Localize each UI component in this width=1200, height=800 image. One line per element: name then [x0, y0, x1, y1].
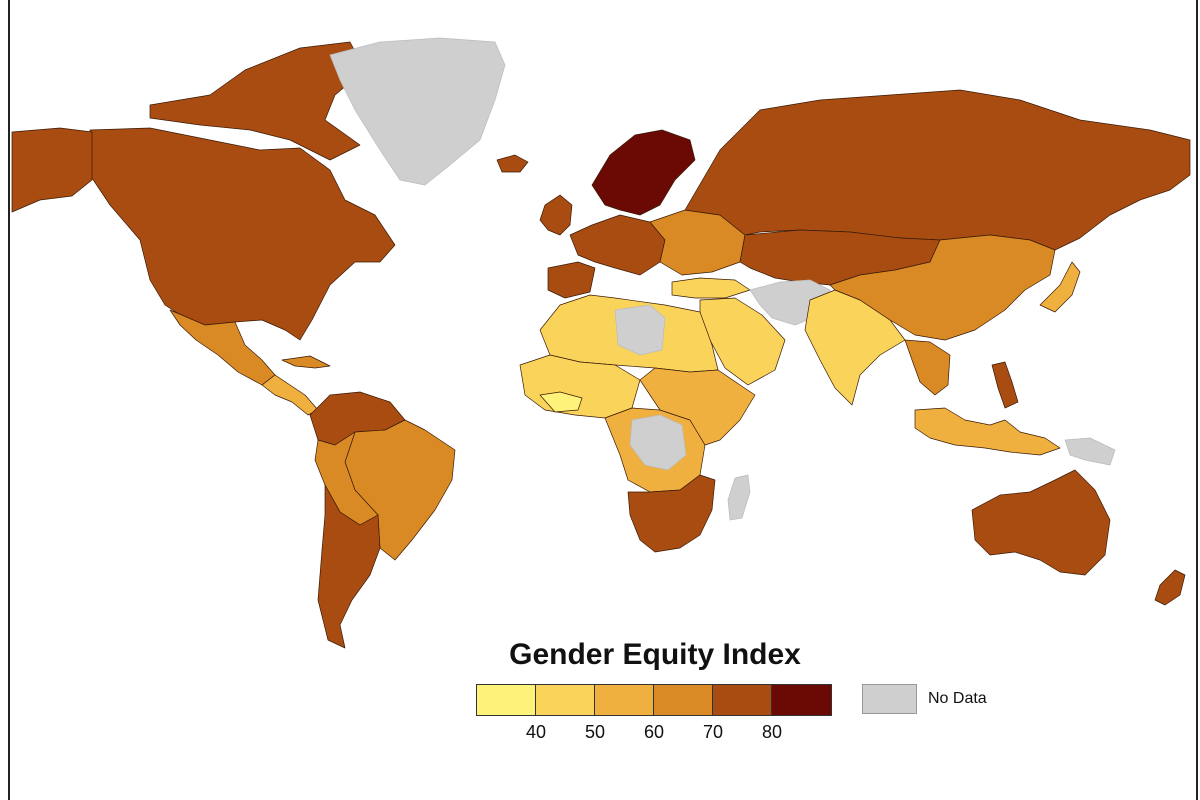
region-argentina-chile: [317, 484, 381, 649]
region-east-africa: [639, 367, 756, 446]
region-uk-ireland: [539, 194, 573, 236]
legend-tick-80: 80: [761, 722, 783, 742]
legend-swatch-4: [654, 685, 713, 715]
legend-title: Gender Equity Index: [509, 638, 801, 671]
region-congo: [629, 414, 687, 471]
legend-tick-40: 40: [525, 722, 547, 742]
region-russia: [684, 89, 1191, 251]
legend-no-data-swatch: [862, 684, 917, 714]
legend-tick-60: 60: [643, 722, 665, 742]
region-iceland: [496, 154, 529, 173]
legend-swatch-6: [772, 685, 831, 715]
region-southern-africa: [627, 474, 716, 553]
legend-no-data-label: No Data: [928, 690, 987, 707]
region-greenland: [329, 37, 506, 186]
region-west-africa-coast: [539, 391, 583, 413]
legend-tick-50: 50: [584, 722, 606, 742]
region-central-america: [261, 374, 319, 416]
legend-swatch-2: [536, 685, 595, 715]
region-libya: [614, 304, 666, 356]
legend-swatch-5: [713, 685, 772, 715]
region-new-guinea: [1064, 437, 1116, 466]
region-turkey: [671, 277, 751, 299]
region-southeast-asia: [904, 339, 951, 396]
region-china: [829, 234, 1056, 341]
region-madagascar: [727, 474, 751, 521]
legend-swatch-1: [477, 685, 536, 715]
region-cuba: [281, 355, 331, 369]
legend-color-scale: [476, 684, 832, 716]
region-new-zealand: [1154, 569, 1186, 606]
region-indonesia: [914, 407, 1061, 456]
legend-swatch-3: [595, 685, 654, 715]
region-australia: [971, 469, 1111, 576]
region-arctic-islands: [149, 41, 366, 161]
legend-tick-70: 70: [702, 722, 724, 742]
region-japan: [1039, 261, 1081, 313]
region-north-america: [89, 127, 396, 341]
region-alaska: [11, 127, 93, 213]
region-iberia: [547, 261, 596, 299]
region-scandinavia: [591, 129, 696, 216]
map-frame: [8, 0, 1198, 800]
region-philippines: [991, 361, 1019, 409]
